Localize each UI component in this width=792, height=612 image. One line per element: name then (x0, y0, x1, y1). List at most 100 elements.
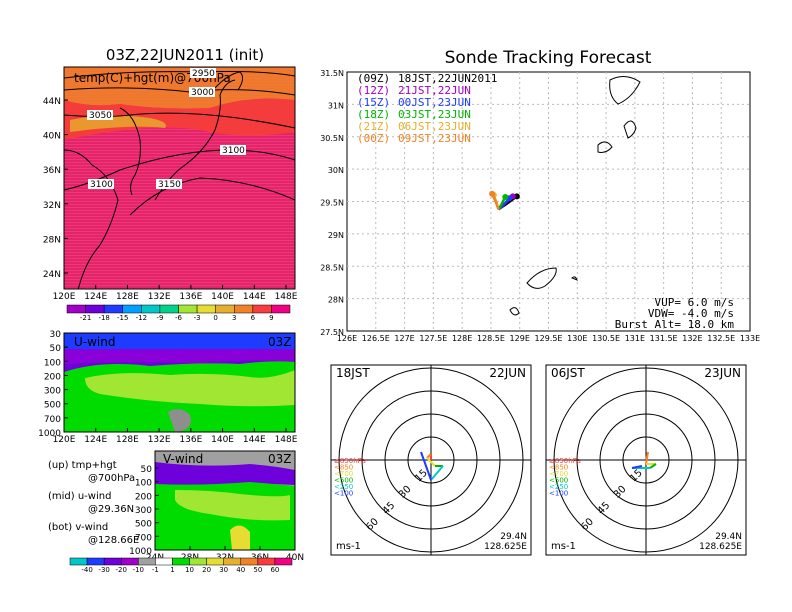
track-title: Sonde Tracking Forecast (445, 48, 652, 68)
island-yakushima (597, 141, 613, 153)
pressure-label: 200 (135, 492, 152, 502)
hodograph-ring (384, 413, 478, 507)
track-lon-label: 130.5E (592, 334, 620, 343)
wind-colorbar-label: 40 (236, 566, 245, 574)
lon-label: 124E (84, 292, 107, 302)
contour-labels: 2950 3000 3050 3100 3100 3150 (87, 68, 246, 190)
hodograph-level-label: <500 (549, 477, 568, 485)
colorbar-label: -15 (117, 314, 128, 322)
legend-bot-2: @128.66E (88, 535, 139, 546)
track-lon-label: 129E (510, 334, 530, 343)
contour-label-bg (88, 179, 114, 189)
lon-label: 148E (275, 292, 298, 302)
colorbar-label: 0 (213, 314, 217, 322)
hodograph-ring (622, 436, 670, 484)
track-lat-label: 29N (328, 231, 344, 240)
hodograph-lon: 128.625E (699, 542, 742, 552)
track-lon-label: 128.5E (477, 334, 505, 343)
wind-colorbar-label: 30 (219, 566, 228, 574)
burst-point (489, 190, 496, 197)
hodograph-trace (420, 451, 432, 481)
u-wind-band (64, 349, 295, 364)
hodograph-ring (599, 413, 693, 507)
colorbar-swatch (159, 304, 179, 314)
hodograph-time: 18JST (336, 366, 370, 380)
track-lon-label: 131E (625, 334, 645, 343)
colorbar-label: -9 (156, 314, 163, 322)
wind-colorbar-label: 20 (202, 566, 211, 574)
wind-colorbar-swatch (69, 557, 88, 566)
colorbar-swatch (252, 304, 272, 314)
colorbar-swatch (103, 304, 123, 314)
wind-colorbar: -40 -30 -20 -10 -1 1 10 20 30 40 50 60 (69, 557, 293, 574)
island-amami (526, 267, 557, 289)
hodograph-trace (426, 457, 436, 467)
hodograph-trace (649, 463, 657, 469)
launch-utc: (15Z) (357, 96, 390, 109)
colorbar-swatch (178, 304, 198, 314)
contour-label: 3000 (191, 88, 214, 98)
wind-colorbar-label: -20 (116, 566, 127, 574)
legend-up-1: (up) tmp+hgt (48, 460, 117, 471)
pressure-label: 300 (135, 506, 152, 516)
hodograph-trace (631, 465, 643, 469)
v-wind-yellow (230, 525, 250, 550)
track-lat-label: 30.5N (320, 134, 344, 143)
lat-label: 40N (286, 553, 304, 563)
vup-text: VUP= 6.0 m/s (655, 296, 734, 309)
hodograph-level-label: <100 (549, 490, 568, 498)
pressure-label: 1000 (129, 547, 152, 557)
wind-colorbar-label: 50 (253, 566, 262, 574)
hodograph-level-label: ≥850hPa (334, 457, 366, 465)
wind-colorbar-label: -10 (133, 566, 144, 574)
pressure-label: 300 (44, 387, 61, 397)
launch-utc: (18Z) (357, 108, 390, 121)
burst-point (502, 193, 509, 200)
colorbar-swatch (141, 304, 161, 314)
track-lon-label: 133E (740, 334, 760, 343)
hodograph-trace (645, 451, 649, 465)
lon-label: 140E (211, 435, 234, 445)
pressure-label: 100 (44, 358, 61, 368)
contour-label-bg (87, 110, 113, 120)
hodograph-level-label: <250 (334, 483, 353, 491)
hodograph-date: 23JUN (704, 366, 741, 380)
pressure-label: 500 (44, 401, 61, 411)
lat-label: 28N (43, 235, 61, 245)
left-map-frame (63, 66, 296, 290)
launch-jst: 18JST,22JUN2011 (398, 72, 497, 85)
hodograph-level-label: <700 (334, 470, 353, 478)
track-lon-label: 126E (337, 334, 357, 343)
pressure-label: 50 (141, 465, 153, 475)
wind-colorbar-label: 10 (185, 566, 194, 574)
legend-mid-2: @29.36N (88, 504, 134, 515)
pressure-label: 30 (50, 330, 62, 340)
island-tokunoshima (509, 307, 520, 316)
hodograph-unit: ms-1 (336, 541, 361, 552)
lon-label: 124E (84, 435, 107, 445)
wind-colorbar-swatch (206, 557, 224, 566)
wind-colorbar-swatch (274, 557, 293, 566)
wind-colorbar-swatch (189, 557, 207, 566)
hodograph-time: 06JST (551, 366, 585, 380)
hgt-contour-3150 (129, 177, 295, 216)
u-wind-frame (63, 332, 296, 433)
contour-label-bg (220, 145, 246, 155)
lon-label: 144E (243, 435, 266, 445)
contour-label-bg (190, 68, 216, 78)
hodograph-ring (407, 436, 455, 484)
wind-colorbar-label: 60 (270, 566, 279, 574)
track-lat-label: 28N (328, 296, 344, 305)
track-lat-label: 29.5N (320, 199, 344, 208)
contour-label: 3100 (90, 180, 113, 190)
wind-colorbar-swatch (257, 557, 276, 566)
hodograph-unit: ms-1 (551, 541, 576, 552)
track-lon-label: 127E (394, 334, 414, 343)
track-lon-label: 126.5E (362, 334, 390, 343)
lon-label: 144E (243, 292, 266, 302)
lon-label: 120E (53, 292, 76, 302)
